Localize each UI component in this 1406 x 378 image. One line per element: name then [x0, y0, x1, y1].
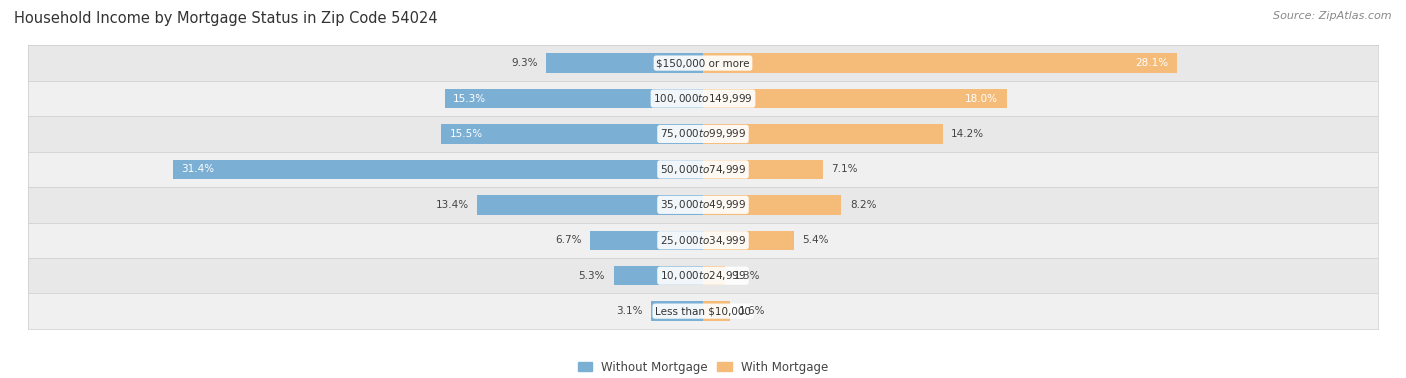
Text: $25,000 to $34,999: $25,000 to $34,999: [659, 234, 747, 247]
Bar: [28, 116, 1378, 152]
Bar: [703, 124, 942, 144]
Text: Source: ZipAtlas.com: Source: ZipAtlas.com: [1274, 11, 1392, 21]
Text: $50,000 to $74,999: $50,000 to $74,999: [659, 163, 747, 176]
Bar: [546, 53, 703, 73]
Text: Less than $10,000: Less than $10,000: [655, 306, 751, 316]
Bar: [28, 152, 1378, 187]
Text: 13.4%: 13.4%: [436, 200, 468, 210]
Text: 28.1%: 28.1%: [1136, 58, 1168, 68]
Bar: [703, 53, 1177, 73]
Text: 1.3%: 1.3%: [734, 271, 759, 281]
Bar: [703, 301, 730, 321]
Text: 15.5%: 15.5%: [450, 129, 484, 139]
Text: 6.7%: 6.7%: [555, 235, 582, 245]
Bar: [441, 124, 703, 144]
Bar: [591, 231, 703, 250]
Bar: [28, 258, 1378, 293]
Bar: [703, 89, 1007, 108]
Text: 15.3%: 15.3%: [453, 93, 486, 104]
Bar: [703, 195, 841, 215]
Text: $10,000 to $24,999: $10,000 to $24,999: [659, 269, 747, 282]
Text: $75,000 to $99,999: $75,000 to $99,999: [659, 127, 747, 141]
Text: 9.3%: 9.3%: [512, 58, 537, 68]
Text: 5.4%: 5.4%: [803, 235, 830, 245]
Text: $150,000 or more: $150,000 or more: [657, 58, 749, 68]
Text: Household Income by Mortgage Status in Zip Code 54024: Household Income by Mortgage Status in Z…: [14, 11, 437, 26]
Bar: [613, 266, 703, 285]
Bar: [703, 266, 725, 285]
Bar: [28, 187, 1378, 223]
Bar: [651, 301, 703, 321]
Bar: [444, 89, 703, 108]
Text: $100,000 to $149,999: $100,000 to $149,999: [654, 92, 752, 105]
Text: 3.1%: 3.1%: [616, 306, 643, 316]
Bar: [28, 45, 1378, 81]
Bar: [703, 231, 794, 250]
Text: 8.2%: 8.2%: [849, 200, 876, 210]
Text: 14.2%: 14.2%: [950, 129, 984, 139]
Bar: [173, 160, 703, 179]
Bar: [28, 293, 1378, 329]
Text: 7.1%: 7.1%: [831, 164, 858, 174]
Text: 18.0%: 18.0%: [966, 93, 998, 104]
Text: 1.6%: 1.6%: [738, 306, 765, 316]
Legend: Without Mortgage, With Mortgage: Without Mortgage, With Mortgage: [578, 361, 828, 374]
Text: 5.3%: 5.3%: [579, 271, 605, 281]
Bar: [703, 160, 823, 179]
Bar: [28, 223, 1378, 258]
Bar: [477, 195, 703, 215]
Text: $35,000 to $49,999: $35,000 to $49,999: [659, 198, 747, 211]
Bar: [28, 81, 1378, 116]
Text: 31.4%: 31.4%: [181, 164, 215, 174]
